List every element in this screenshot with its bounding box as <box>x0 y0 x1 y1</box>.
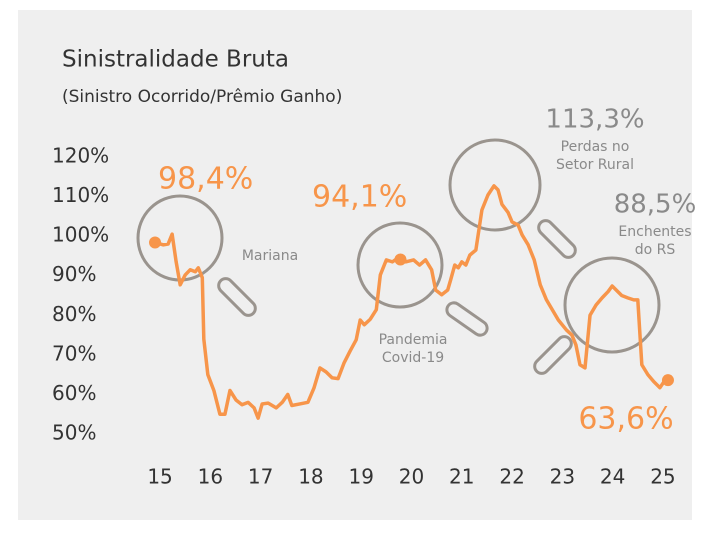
event-label: Mariana <box>242 248 298 264</box>
annotation-value: 88,5% <box>614 190 697 220</box>
x-tick-label: 15 <box>147 465 172 489</box>
annotation-value: 94,1% <box>312 180 407 215</box>
annotation-value: 113,3% <box>545 105 644 135</box>
series-line <box>154 184 669 420</box>
y-tick-label: 50% <box>52 421 96 445</box>
annotation-value: 98,4% <box>158 162 253 197</box>
y-tick-label: 80% <box>52 302 96 326</box>
y-tick-label: 70% <box>52 341 96 365</box>
y-tick-label: 90% <box>52 262 96 286</box>
x-tick-label: 23 <box>550 465 575 489</box>
panel <box>18 10 692 520</box>
x-tick-label: 20 <box>399 465 424 489</box>
x-tick-label: 25 <box>650 465 675 489</box>
highlight-dot <box>149 236 162 249</box>
event-label: Pandemia <box>379 332 448 348</box>
highlight-dot <box>661 374 674 387</box>
y-tick-label: 100% <box>52 223 109 247</box>
y-tick-label: 110% <box>52 183 109 207</box>
annotation-note: Setor Rural <box>556 157 634 173</box>
magnifiers <box>136 138 661 375</box>
annotation-note: do RS <box>635 242 676 258</box>
annotation-note: Perdas no <box>561 139 630 155</box>
chart-title: Sinistralidade Bruta <box>62 47 289 73</box>
x-tick-label: 17 <box>248 465 273 489</box>
highlight-dot <box>394 253 407 266</box>
x-tick-label: 19 <box>348 465 373 489</box>
annotation-value: 63,6% <box>578 402 673 437</box>
x-tick-label: 18 <box>298 465 323 489</box>
chart-subtitle: (Sinistro Ocorrido/Prêmio Ganho) <box>62 87 342 107</box>
highlight-point <box>489 178 501 190</box>
y-tick-label: 60% <box>52 381 96 405</box>
event-label: Covid-19 <box>382 350 444 366</box>
x-tick-label: 24 <box>600 465 625 489</box>
highlight-point <box>607 276 619 288</box>
x-tick-label: 22 <box>499 465 524 489</box>
y-tick-label: 120% <box>52 144 109 168</box>
x-tick-label: 16 <box>198 465 223 489</box>
annotation-note: Enchentes <box>618 224 691 240</box>
x-tick-label: 21 <box>449 465 474 489</box>
